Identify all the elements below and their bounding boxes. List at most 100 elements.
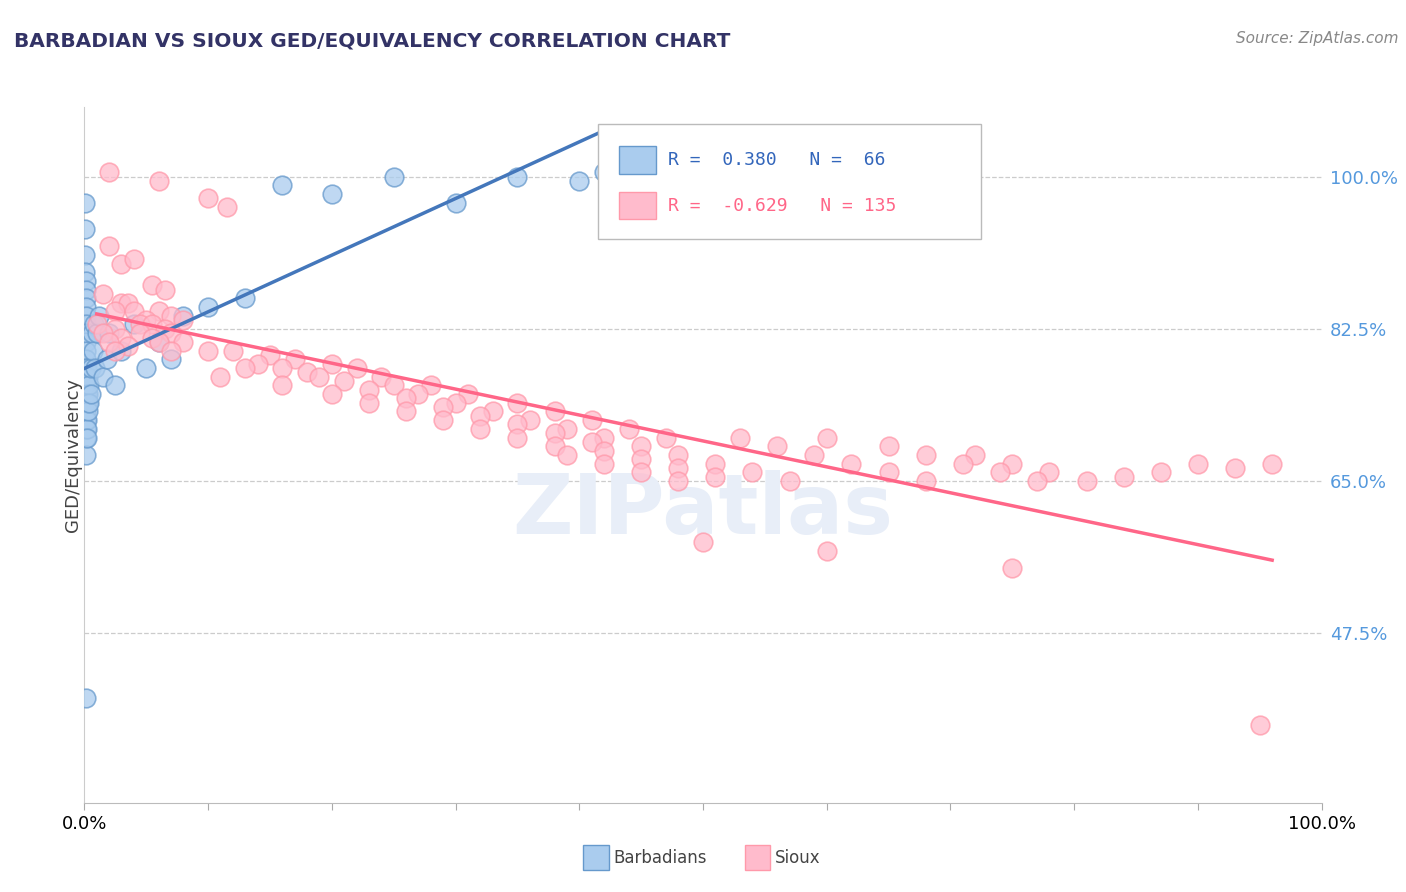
Point — [506, 417, 529, 432]
Point — [117, 339, 139, 353]
Point — [1223, 461, 1246, 475]
Point — [704, 469, 727, 483]
Point — [506, 396, 529, 410]
Point — [75, 326, 97, 341]
Point — [89, 309, 111, 323]
Point — [79, 387, 101, 401]
Point — [1112, 469, 1135, 483]
Point — [370, 369, 392, 384]
Point — [432, 400, 454, 414]
Point — [160, 343, 183, 358]
Point — [1001, 457, 1024, 471]
Point — [952, 457, 974, 471]
Point — [110, 295, 132, 310]
Point — [593, 457, 616, 471]
Point — [73, 195, 96, 210]
Point — [233, 360, 256, 375]
Text: Barbadians: Barbadians — [613, 849, 707, 867]
Point — [79, 378, 101, 392]
Point — [75, 334, 97, 349]
Point — [91, 326, 114, 341]
Point — [80, 326, 103, 341]
Point — [104, 378, 127, 392]
Point — [779, 474, 801, 488]
Point — [357, 383, 380, 397]
Point — [84, 360, 107, 375]
Point — [395, 404, 418, 418]
Point — [233, 291, 256, 305]
Text: Sioux: Sioux — [775, 849, 820, 867]
Point — [1187, 457, 1209, 471]
Point — [321, 387, 343, 401]
Point — [104, 304, 127, 318]
Point — [395, 392, 418, 406]
Point — [877, 466, 900, 480]
Point — [419, 378, 441, 392]
Point — [122, 318, 145, 332]
Point — [76, 387, 98, 401]
Point — [75, 318, 97, 332]
Point — [75, 404, 97, 418]
Point — [76, 360, 98, 375]
Text: ZIPatlas: ZIPatlas — [513, 470, 893, 551]
Point — [617, 422, 640, 436]
Point — [148, 174, 170, 188]
Point — [666, 448, 689, 462]
Point — [110, 257, 132, 271]
Point — [96, 352, 118, 367]
Point — [666, 461, 689, 475]
Point — [1076, 474, 1098, 488]
Point — [82, 343, 104, 358]
Point — [172, 309, 194, 323]
Point — [75, 300, 97, 314]
Point — [76, 378, 98, 392]
Point — [209, 369, 232, 384]
Text: Source: ZipAtlas.com: Source: ZipAtlas.com — [1236, 31, 1399, 46]
Point — [129, 318, 152, 332]
Point — [519, 413, 541, 427]
Point — [308, 369, 330, 384]
Point — [135, 360, 157, 375]
Point — [153, 283, 176, 297]
Point — [543, 404, 565, 418]
Point — [76, 396, 98, 410]
Point — [506, 431, 529, 445]
Point — [91, 287, 114, 301]
Point — [75, 396, 97, 410]
Point — [148, 304, 170, 318]
Point — [593, 443, 616, 458]
Point — [75, 291, 97, 305]
Point — [148, 334, 170, 349]
Point — [568, 174, 591, 188]
Point — [197, 191, 219, 205]
Point — [543, 439, 565, 453]
Point — [470, 422, 492, 436]
Point — [77, 404, 100, 418]
Point — [160, 326, 183, 341]
Bar — [619, 192, 657, 219]
Point — [321, 187, 343, 202]
Point — [988, 466, 1011, 480]
Point — [470, 409, 492, 423]
Point — [75, 387, 97, 401]
Point — [77, 369, 100, 384]
Point — [141, 278, 163, 293]
Point — [382, 169, 405, 184]
Point — [122, 252, 145, 267]
Point — [75, 691, 97, 706]
Point — [73, 222, 96, 236]
Point — [75, 448, 97, 462]
Point — [581, 434, 603, 449]
Point — [79, 396, 101, 410]
Point — [481, 404, 503, 418]
Point — [408, 387, 430, 401]
Point — [295, 365, 318, 379]
Point — [75, 343, 97, 358]
Point — [117, 295, 139, 310]
Point — [1261, 457, 1284, 471]
Point — [98, 239, 121, 253]
Point — [1026, 474, 1049, 488]
Point — [98, 326, 121, 341]
Point — [160, 352, 183, 367]
Point — [110, 330, 132, 344]
